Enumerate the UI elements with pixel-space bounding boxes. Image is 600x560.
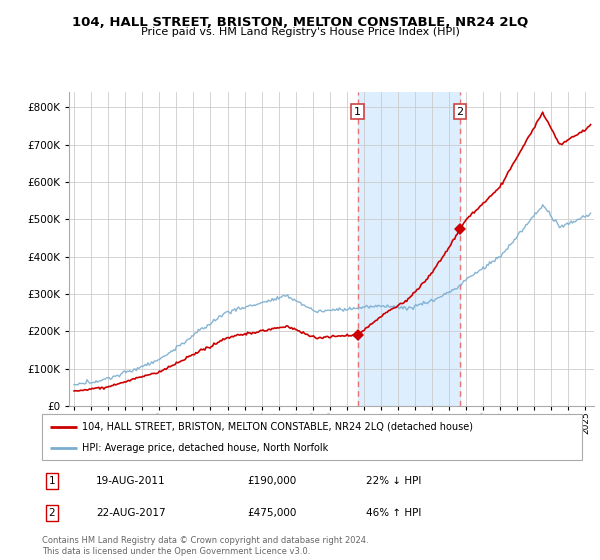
Text: 22% ↓ HPI: 22% ↓ HPI <box>366 476 421 486</box>
Text: 22-AUG-2017: 22-AUG-2017 <box>96 508 166 518</box>
Text: 1: 1 <box>49 476 55 486</box>
Text: 1: 1 <box>354 106 361 116</box>
Text: 46% ↑ HPI: 46% ↑ HPI <box>366 508 421 518</box>
Text: £475,000: £475,000 <box>247 508 296 518</box>
Text: 19-AUG-2011: 19-AUG-2011 <box>96 476 166 486</box>
Bar <box>358 92 460 406</box>
Text: HPI: Average price, detached house, North Norfolk: HPI: Average price, detached house, Nort… <box>83 443 329 453</box>
Text: 104, HALL STREET, BRISTON, MELTON CONSTABLE, NR24 2LQ (detached house): 104, HALL STREET, BRISTON, MELTON CONSTA… <box>83 422 473 432</box>
Text: £190,000: £190,000 <box>247 476 296 486</box>
Text: 104, HALL STREET, BRISTON, MELTON CONSTABLE, NR24 2LQ: 104, HALL STREET, BRISTON, MELTON CONSTA… <box>72 16 528 29</box>
Text: 2: 2 <box>49 508 55 518</box>
Text: Contains HM Land Registry data © Crown copyright and database right 2024.
This d: Contains HM Land Registry data © Crown c… <box>42 536 368 556</box>
Text: 2: 2 <box>457 106 464 116</box>
FancyBboxPatch shape <box>42 414 582 460</box>
Text: Price paid vs. HM Land Registry's House Price Index (HPI): Price paid vs. HM Land Registry's House … <box>140 27 460 37</box>
